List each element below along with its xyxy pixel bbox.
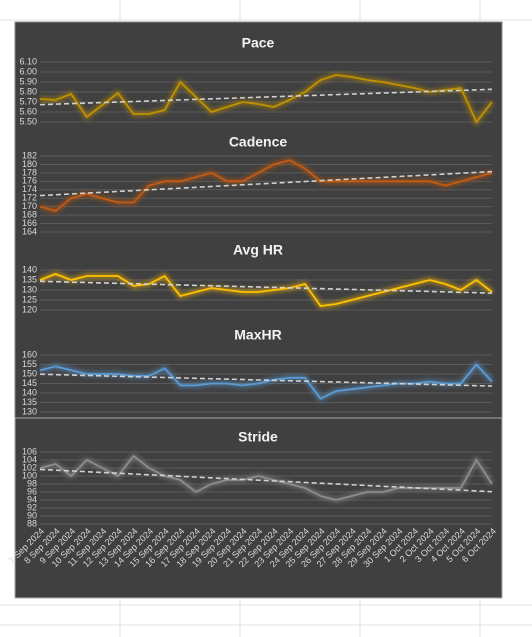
y-tick-label: 170 [22,201,37,211]
y-tick-label: 88 [27,518,37,528]
y-tick-label: 160 [22,349,37,359]
chart-title: Avg HR [233,242,283,258]
chart-title: Stride [238,429,278,445]
y-tick-label: 172 [22,193,37,203]
chart-title: Pace [242,35,275,51]
y-tick-label: 155 [22,359,37,369]
y-tick-label: 135 [22,274,37,284]
y-tick-label: 176 [22,176,37,186]
y-tick-label: 6.00 [19,66,37,76]
y-tick-label: 166 [22,218,37,228]
trend-line [39,280,493,294]
y-tick-label: 125 [22,294,37,304]
y-tick-label: 100 [22,470,37,480]
y-tick-label: 180 [22,159,37,169]
y-tick-label: 120 [22,304,37,314]
y-tick-label: 5.60 [19,106,37,116]
y-tick-label: 168 [22,209,37,219]
y-tick-label: 102 [22,462,37,472]
y-tick-label: 150 [22,368,37,378]
chart-title: MaxHR [234,327,281,343]
line-series [39,363,493,400]
y-tick-label: 92 [27,502,37,512]
y-tick-label: 98 [27,478,37,488]
line-series [39,159,493,212]
y-tick-label: 5.90 [19,76,37,86]
chart-panel [14,21,503,419]
y-tick-label: 94 [27,494,37,504]
y-tick-label: 182 [22,150,37,160]
trend-line [39,88,493,106]
y-tick-label: 130 [22,406,37,416]
y-tick-label: 140 [22,387,37,397]
y-tick-label: 164 [22,226,37,236]
y-tick-label: 104 [22,454,37,464]
y-tick-label: 130 [22,284,37,294]
y-tick-label: 5.70 [19,96,37,106]
y-tick-label: 6.10 [19,56,37,66]
line-series [39,74,493,124]
y-tick-label: 90 [27,510,37,520]
trend-line [39,468,493,493]
y-tick-label: 106 [22,446,37,456]
y-tick-label: 135 [22,397,37,407]
y-tick-label: 5.80 [19,86,37,96]
trend-line [39,170,493,197]
y-tick-label: 5.50 [19,116,37,126]
trend-line [39,373,493,387]
line-series [39,273,493,307]
y-tick-label: 178 [22,167,37,177]
y-tick-label: 140 [22,264,37,274]
y-tick-label: 96 [27,486,37,496]
chart-title: Cadence [229,134,288,150]
y-tick-label: 145 [22,378,37,388]
y-tick-label: 174 [22,184,37,194]
